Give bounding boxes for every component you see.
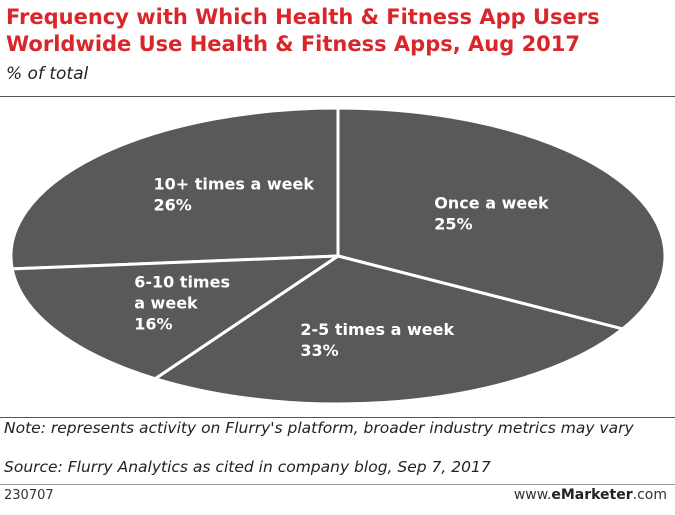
chart-divider bbox=[0, 417, 675, 418]
slice-label-3: 2-5 times a week 33% bbox=[300, 320, 454, 360]
slice-category-label: 6-10 times bbox=[134, 273, 230, 292]
chart-subtitle: % of total bbox=[6, 64, 89, 84]
slice-value-label: 25% bbox=[434, 214, 472, 233]
brand-main: eMarketer bbox=[551, 487, 633, 503]
chart-id: 230707 bbox=[4, 488, 54, 503]
slice-value-label: 26% bbox=[154, 196, 192, 215]
slice-category-label: 10+ times a week bbox=[154, 175, 315, 194]
slice-category-label: 2-5 times a week bbox=[300, 320, 454, 339]
slice-label-4: 6-10 times a week 16% bbox=[134, 273, 230, 334]
footer-divider bbox=[0, 484, 675, 485]
header-divider bbox=[0, 96, 675, 97]
brand-suffix: .com bbox=[632, 487, 667, 503]
chart-note: Note: represents activity on Flurry's pl… bbox=[4, 419, 634, 437]
chart-source: Source: Flurry Analytics as cited in com… bbox=[4, 458, 491, 476]
emarketer-logo[interactable]: www.eMarketer.com bbox=[514, 487, 667, 503]
pie-slice-4[interactable] bbox=[10, 254, 340, 381]
pie-slice-2[interactable] bbox=[336, 106, 667, 331]
slice-value-label: 33% bbox=[300, 341, 338, 360]
slice-category-label: a week bbox=[134, 294, 198, 313]
slice-category-label: Once a week bbox=[434, 193, 549, 212]
slice-label-2: Once a week 25% bbox=[434, 193, 549, 233]
pie-slice-3[interactable] bbox=[153, 254, 625, 406]
slice-label-1: 10+ times a week 26% bbox=[154, 175, 315, 215]
pie-slice-1[interactable] bbox=[9, 106, 340, 271]
pie-chart: 10+ times a week 26% Once a week 25% 2-5 tim… bbox=[9, 106, 667, 406]
chart-title: Frequency with Which Health & Fitness Ap… bbox=[6, 5, 600, 56]
brand-prefix: www. bbox=[513, 487, 552, 503]
slice-value-label: 16% bbox=[134, 315, 172, 334]
